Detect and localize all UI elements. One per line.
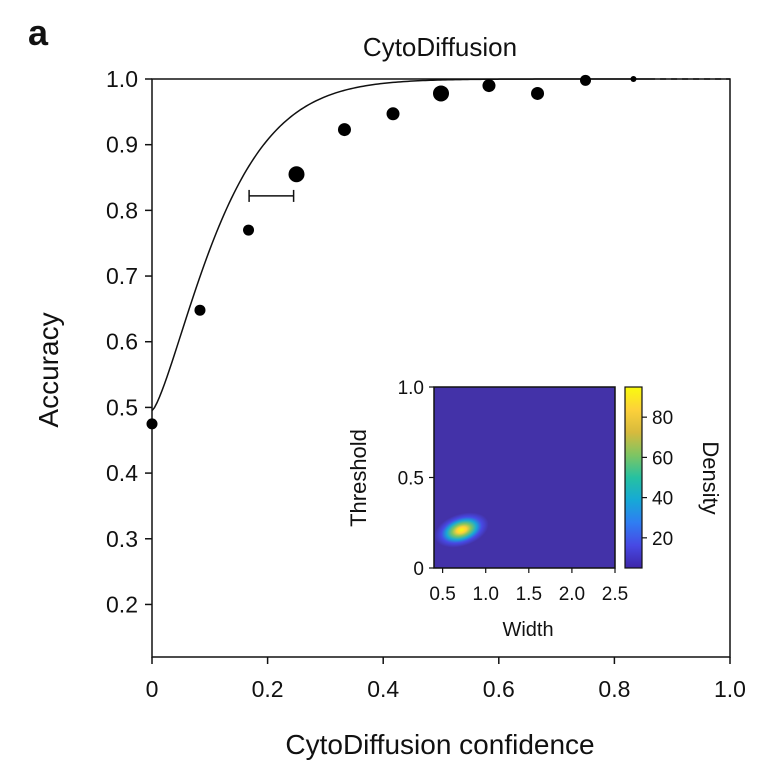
x-tick-label: 0.4 [367, 676, 399, 702]
inset-y-tick-label: 0 [413, 559, 424, 580]
y-tick-label: 0.2 [106, 591, 138, 617]
y-axis: 0.2 0.3 0.4 0.5 0.6 0.7 0.8 0.9 1.0 [106, 66, 152, 617]
x-tick-label: 0.8 [598, 676, 630, 702]
inset-y-tick-label: 1.0 [398, 378, 424, 399]
x-tick-label: 0 [146, 676, 159, 702]
inset-x-tick-label: 2.0 [559, 584, 585, 605]
inset-y-axis: 0 0.5 1.0 [398, 378, 434, 580]
inset-y-tick-label: 0.5 [398, 469, 424, 490]
fit-curve [151, 78, 650, 412]
panel-label: a [28, 12, 49, 53]
x-tick-label: 1.0 [714, 676, 746, 702]
colorbar-tick-label: 60 [652, 448, 673, 469]
inset-x-axis: 0.5 1.0 1.5 2.0 2.5 [429, 568, 628, 605]
data-point [146, 418, 158, 430]
data-point [194, 304, 206, 316]
y-tick-label: 0.9 [106, 132, 138, 158]
y-tick-label: 0.8 [106, 197, 138, 223]
y-tick-label: 0.6 [106, 329, 138, 355]
chart-title: CytoDiffusion [363, 32, 517, 62]
y-tick-label: 0.5 [106, 394, 138, 420]
plot-frame [151, 78, 731, 658]
inset-x-tick-label: 1.5 [516, 584, 542, 605]
data-point [288, 166, 305, 183]
x-axis: 0 0.2 0.4 0.6 0.8 1.0 [146, 657, 746, 702]
y-axis-label: Accuracy [33, 312, 64, 427]
main-chart: CytoDiffusion 0.2 0.3 0.4 0.5 0.6 0.7 0.8 0.9 1.… [33, 32, 746, 760]
colorbar-tick-label: 20 [652, 529, 673, 550]
colorbar [624, 386, 643, 569]
data-point [630, 76, 637, 82]
x-axis-label: CytoDiffusion confidence [285, 729, 594, 760]
data-point [386, 107, 400, 121]
colorbar-tick-label: 80 [652, 408, 673, 429]
data-point [433, 85, 449, 102]
y-tick-label: 0.3 [106, 526, 138, 552]
y-tick-label: 0.7 [106, 263, 138, 289]
data-point [482, 79, 496, 93]
inset-heatmap: 00.51.0 0.5 1.0 1.5 2.0 2.5 Width Threshold … [346, 378, 723, 641]
data-point [531, 86, 545, 100]
colorbar-tick-label: 40 [652, 489, 673, 510]
error-bar [248, 189, 295, 202]
inset-y-axis-label: Threshold [346, 429, 371, 527]
heatmap-density-peak [434, 512, 489, 548]
x-tick-label: 0.6 [483, 676, 515, 702]
data-point [243, 224, 255, 236]
x-tick-label: 0.2 [252, 676, 284, 702]
data-point [580, 74, 591, 86]
colorbar-axis: 20 40 60 80 [642, 408, 673, 550]
y-tick-label: 0.4 [106, 460, 138, 486]
data-points [146, 74, 637, 430]
inset-x-tick-label: 0.5 [429, 584, 455, 605]
data-point [337, 123, 351, 137]
colorbar-label: Density [698, 441, 723, 514]
inset-x-tick-label: 1.0 [473, 584, 499, 605]
y-tick-label: 1.0 [106, 66, 138, 92]
inset-x-axis-label: Width [502, 619, 553, 641]
inset-x-tick-label: 2.5 [602, 584, 628, 605]
